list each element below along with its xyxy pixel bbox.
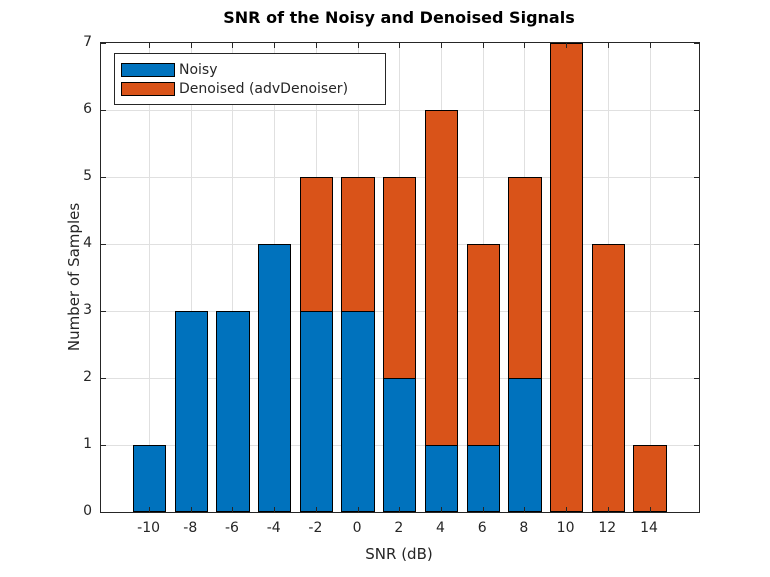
y-tick-mark xyxy=(101,243,106,245)
bar-denoised-advdenoiser xyxy=(549,43,584,512)
y-tick-mark-right xyxy=(694,377,699,379)
bar-noisy xyxy=(424,445,459,512)
y-tick-mark-right xyxy=(694,310,699,312)
x-tick-label: -6 xyxy=(225,520,239,536)
y-tick-mark-right xyxy=(694,176,699,178)
y-tick-label: 3 xyxy=(83,302,92,318)
x-tick-mark xyxy=(190,507,192,512)
y-tick-mark-right xyxy=(694,444,699,446)
x-tick-mark-top xyxy=(357,43,359,48)
y-tick-label: 4 xyxy=(83,235,92,251)
y-tick-mark-right xyxy=(694,511,699,513)
y-tick-mark xyxy=(101,42,106,44)
y-tick-mark xyxy=(101,444,106,446)
vertical-gridline xyxy=(190,43,192,512)
legend-label-denoised: Denoised (advDenoiser) xyxy=(179,80,349,97)
x-tick-label: -8 xyxy=(183,520,198,536)
bar-noisy xyxy=(383,378,417,512)
x-tick-mark xyxy=(566,507,568,512)
y-tick-label: 6 xyxy=(83,101,92,117)
x-tick-mark-top xyxy=(190,43,192,48)
y-tick-mark xyxy=(101,377,106,379)
horizontal-gridline xyxy=(101,109,699,111)
vertical-gridline xyxy=(232,43,234,512)
x-tick-mark xyxy=(399,507,401,512)
x-tick-mark-top xyxy=(399,43,401,48)
vertical-gridline xyxy=(649,43,651,512)
y-tick-label: 5 xyxy=(83,168,92,184)
x-tick-mark-top xyxy=(482,43,484,48)
x-tick-label: 6 xyxy=(477,520,487,536)
x-axis-label: SNR (dB) xyxy=(365,545,433,563)
y-tick-label: 1 xyxy=(83,436,92,452)
bar-noisy xyxy=(216,311,250,512)
bar-noisy xyxy=(508,378,542,512)
x-tick-mark xyxy=(274,507,276,512)
x-tick-mark xyxy=(607,507,609,512)
x-tick-label: -4 xyxy=(266,520,281,536)
y-tick-mark xyxy=(101,176,106,178)
x-tick-label: 2 xyxy=(394,520,404,536)
legend-item-denoised: Denoised (advDenoiser) xyxy=(121,79,385,98)
x-tick-mark-top xyxy=(315,43,317,48)
legend-swatch-denoised xyxy=(121,81,175,96)
bar-noisy xyxy=(299,311,334,512)
bar-noisy xyxy=(132,445,167,512)
x-tick-mark xyxy=(357,507,359,512)
x-tick-mark xyxy=(649,507,651,512)
x-tick-mark xyxy=(149,507,151,512)
x-tick-label: -10 xyxy=(137,520,161,536)
y-tick-label: 7 xyxy=(83,34,92,50)
x-tick-label: 4 xyxy=(436,520,445,536)
x-tick-mark xyxy=(482,507,484,512)
y-tick-mark-right xyxy=(694,109,699,111)
x-tick-mark xyxy=(524,507,526,512)
x-tick-label: -2 xyxy=(308,520,323,536)
x-tick-mark-top xyxy=(649,43,651,48)
plot-area xyxy=(100,42,700,513)
y-tick-mark xyxy=(101,511,106,513)
y-tick-label: 0 xyxy=(83,503,92,519)
x-tick-label: 0 xyxy=(352,520,362,536)
x-tick-mark-top xyxy=(607,43,609,48)
x-tick-mark-top xyxy=(566,43,568,48)
x-tick-mark-top xyxy=(149,43,151,48)
bar-noisy xyxy=(174,311,208,512)
x-tick-mark-top xyxy=(440,43,442,48)
x-tick-mark-top xyxy=(274,43,276,48)
vertical-gridline xyxy=(149,43,151,512)
x-tick-label: 8 xyxy=(519,520,529,536)
x-tick-mark-top xyxy=(524,43,526,48)
bar-denoised-advdenoiser xyxy=(633,445,667,512)
bar-noisy xyxy=(466,445,500,512)
legend: Noisy Denoised (advDenoiser) xyxy=(114,53,386,105)
legend-swatch-noisy xyxy=(121,62,175,77)
legend-item-noisy: Noisy xyxy=(121,60,385,79)
x-tick-label: 10 xyxy=(556,520,575,536)
y-tick-label: 2 xyxy=(83,369,92,385)
x-tick-mark xyxy=(232,507,234,512)
y-tick-mark-right xyxy=(694,243,699,245)
x-tick-mark-top xyxy=(232,43,234,48)
bar-denoised-advdenoiser xyxy=(591,244,625,512)
x-tick-label: 14 xyxy=(640,520,658,536)
x-tick-mark xyxy=(440,507,442,512)
chart-title: SNR of the Noisy and Denoised Signals xyxy=(223,8,575,27)
x-tick-mark xyxy=(315,507,317,512)
y-tick-mark xyxy=(101,310,106,312)
bar-noisy xyxy=(341,311,375,512)
y-tick-mark xyxy=(101,109,106,111)
legend-label-noisy: Noisy xyxy=(179,61,218,78)
bar-noisy xyxy=(258,244,292,512)
y-tick-mark-right xyxy=(694,42,699,44)
x-tick-label: 12 xyxy=(598,520,617,536)
